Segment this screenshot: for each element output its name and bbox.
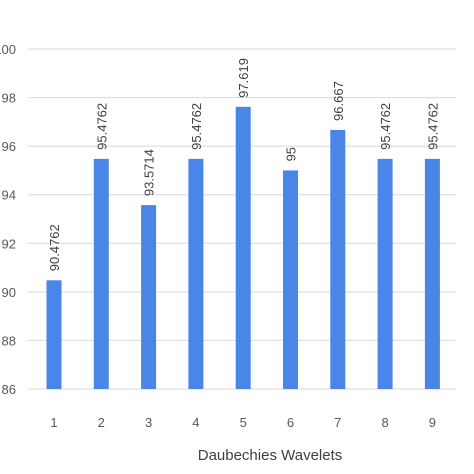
y-tick-label: 90 xyxy=(2,285,16,300)
x-tick-label: 3 xyxy=(145,415,152,430)
x-tick-labels: 1 2 3 4 5 6 7 8 9 xyxy=(50,415,436,430)
bar-1 xyxy=(46,280,62,389)
y-tick-label: 88 xyxy=(2,333,16,348)
x-tick-label: 8 xyxy=(381,415,388,430)
y-tick-label: 92 xyxy=(2,236,16,251)
bar-8 xyxy=(377,158,393,389)
bar-2 xyxy=(93,158,109,389)
x-tick-label: 7 xyxy=(334,415,341,430)
bars xyxy=(46,106,440,390)
data-label: 96.667 xyxy=(331,81,346,121)
y-tick-label: 98 xyxy=(2,91,16,106)
bar-3 xyxy=(141,205,157,389)
bar-6 xyxy=(283,170,298,389)
x-tick-label: 5 xyxy=(240,415,247,430)
x-tick-label: 6 xyxy=(287,415,294,430)
y-tick-label: 96 xyxy=(2,139,16,154)
data-label: 97.619 xyxy=(236,58,251,98)
bar-7 xyxy=(330,129,346,390)
y-tick-labels: 86 88 90 92 94 96 98 100 xyxy=(0,42,16,397)
data-label: 90.4762 xyxy=(47,224,62,271)
data-label: 95.4762 xyxy=(189,103,204,150)
data-label: 93.5714 xyxy=(142,149,157,196)
x-tick-label: 2 xyxy=(98,415,105,430)
y-tick-label: 94 xyxy=(2,188,16,203)
x-tick-label: 1 xyxy=(50,415,57,430)
data-labels: 90.4762 95.4762 93.5714 95.4762 97.619 95 96.6… xyxy=(47,58,440,271)
y-tick-label: 86 xyxy=(2,382,16,397)
x-tick-label: 9 xyxy=(429,415,436,430)
data-label: 95.4762 xyxy=(425,103,440,150)
y-tick-label: 100 xyxy=(0,42,16,57)
bar-5 xyxy=(235,106,251,390)
bar-9 xyxy=(424,158,440,389)
x-tick-label: 4 xyxy=(192,415,199,430)
x-axis-title: Daubechies Wavelets xyxy=(198,447,343,464)
data-label: 95 xyxy=(284,147,299,161)
bar-4 xyxy=(188,158,204,389)
data-label: 95.4762 xyxy=(378,103,393,150)
data-label: 95.4762 xyxy=(94,103,109,150)
